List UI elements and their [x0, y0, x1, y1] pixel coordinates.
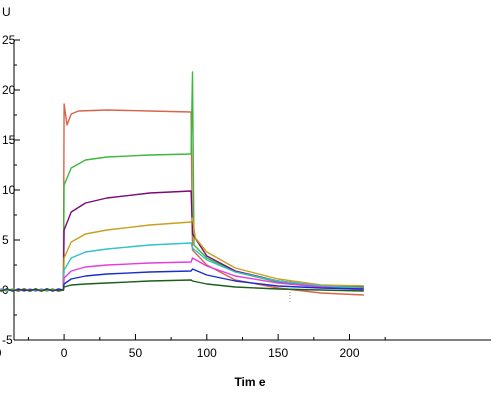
x-tick-label: 0	[61, 346, 68, 360]
x-axis-title: Tim e	[234, 375, 265, 389]
x-tick-label: -50	[0, 346, 2, 360]
x-tick-label: 50	[129, 346, 143, 360]
series-line	[0, 242, 364, 292]
series-line	[0, 257, 364, 292]
series-line	[0, 190, 364, 292]
x-tick-label: 100	[197, 346, 217, 360]
y-tick-label: 15	[2, 133, 16, 147]
y-tick-label: 5	[2, 233, 9, 247]
y-tick-label: -5	[2, 333, 13, 347]
series-line	[0, 103, 364, 296]
series-line	[0, 279, 364, 292]
y-tick-label: 25	[2, 33, 16, 47]
series-line	[0, 71, 364, 292]
series-lines	[0, 71, 364, 296]
y-tick-label: 10	[2, 183, 16, 197]
x-axis-ticks: -100-50050100150200	[0, 334, 386, 360]
y-axis-unit-label: U	[2, 5, 11, 19]
x-tick-label: 200	[339, 346, 359, 360]
x-tick-label: 150	[268, 346, 288, 360]
y-tick-label: 20	[2, 83, 16, 97]
